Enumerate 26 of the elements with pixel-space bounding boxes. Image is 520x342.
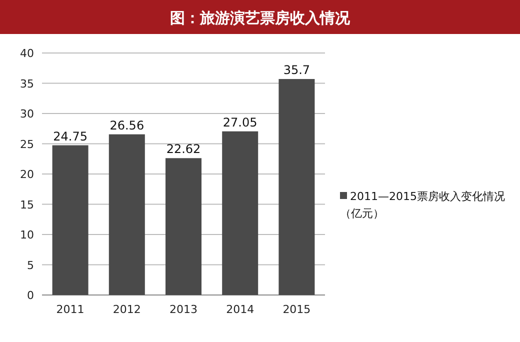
x-tick-label: 2014 [226,303,254,316]
bar [108,134,145,295]
y-tick-label: 5 [27,258,34,272]
y-tick-label: 15 [20,198,34,212]
x-tick-label: 2011 [56,303,84,316]
chart-title: 图：旅游演艺票房收入情况 [170,9,351,27]
bar [222,131,258,295]
y-tick-label: 25 [20,138,34,151]
x-tick-label: 2012 [112,303,141,316]
y-tick-label: 0 [27,289,34,302]
data-label: 24.75 [53,129,88,144]
y-tick-label: 20 [20,168,34,181]
y-tick-label: 35 [20,77,34,90]
y-tick-label: 30 [20,108,34,120]
bar [166,158,202,295]
data-label: 22.62 [166,142,201,156]
data-label: 27.05 [222,115,258,130]
x-tick-label: 2015 [282,303,311,316]
y-tick-label: 40 [20,47,34,60]
legend-label: 2011—2015票房收入变化情况（亿元） [340,190,505,220]
data-label: 26.56 [110,118,144,132]
bar [52,145,88,295]
y-tick-label: 10 [20,228,34,242]
x-tick-label: 2013 [170,303,198,316]
bar [278,79,315,295]
data-label: 35.7 [283,63,310,78]
